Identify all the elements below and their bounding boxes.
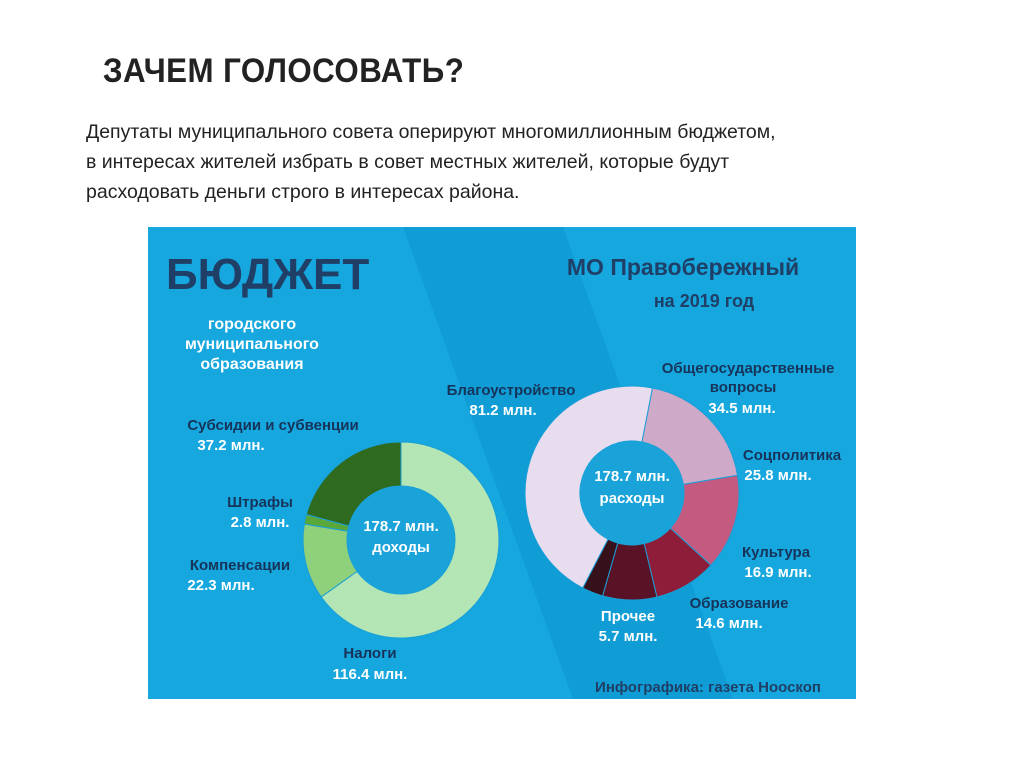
subheading-line-3: образования (200, 356, 303, 373)
slice-label-subsidies: Субсидии и субвенции (187, 417, 358, 434)
slide-body-text: Депутаты муниципального совета оперируют… (86, 117, 966, 207)
expense-center-value: 178.7 млн. (594, 468, 670, 485)
slice-label-education: Образование (690, 595, 789, 612)
slice-label-general-line-2: вопросы (710, 379, 777, 396)
income-center-value: 178.7 млн. (363, 518, 439, 535)
expense-donut-hole (580, 441, 684, 545)
subheading-line-2: муниципального (185, 336, 319, 353)
slice-label-culture: Культура (742, 544, 811, 561)
right-heading: МО Правобережный (567, 254, 799, 280)
infographic-credit: Инфографика: газета Нооскоп (595, 679, 821, 696)
body-line-2: в интересах жителей избрать в совет мест… (86, 151, 730, 173)
expense-center-caption: расходы (600, 490, 665, 507)
income-donut (302, 441, 500, 639)
slice-value-taxes: 116.4 млн. (333, 666, 408, 683)
slide-title: ЗАЧЕМ ГОЛОСОВАТЬ? (103, 52, 465, 90)
slice-label-fines: Штрафы (227, 494, 293, 511)
slice-label-general: Общегосударственные вопросы (662, 360, 835, 396)
subheading-line-1: городского (208, 316, 296, 333)
income-center-caption: доходы (372, 539, 430, 556)
body-line-3: расходовать деньги строго в интересах ра… (86, 181, 520, 203)
infographic-canvas: БЮДЖЕТ городского муниципального образов… (148, 227, 856, 699)
slice-label-improvement: Благоустройство (447, 382, 576, 399)
slice-value-other: 5.7 млн. (599, 628, 658, 645)
slice-value-general: 34.5 млн. (708, 400, 775, 417)
slice-value-compensation: 22.3 млн. (187, 577, 254, 594)
infographic-heading: БЮДЖЕТ (166, 250, 369, 299)
slice-label-other: Прочее (601, 608, 655, 625)
slice-label-compensation: Компенсации (190, 557, 290, 574)
slice-label-general-line-1: Общегосударственные (662, 360, 835, 377)
slice-value-culture: 16.9 млн. (744, 564, 811, 581)
slice-value-improvement: 81.2 млн. (469, 402, 536, 419)
slice-value-fines: 2.8 млн. (231, 514, 290, 531)
expense-donut (524, 385, 740, 601)
body-line-1: Депутаты муниципального совета оперируют… (86, 121, 776, 143)
slice-value-subsidies: 37.2 млн. (197, 437, 264, 454)
income-donut-hole (347, 486, 455, 594)
slice-label-social: Соцполитика (743, 447, 842, 464)
budget-infographic: БЮДЖЕТ городского муниципального образов… (148, 227, 856, 699)
slice-label-taxes: Налоги (343, 645, 396, 662)
slice-value-education: 14.6 млн. (695, 615, 762, 632)
right-subheading: на 2019 год (654, 291, 755, 311)
slice-value-social: 25.8 млн. (744, 467, 811, 484)
